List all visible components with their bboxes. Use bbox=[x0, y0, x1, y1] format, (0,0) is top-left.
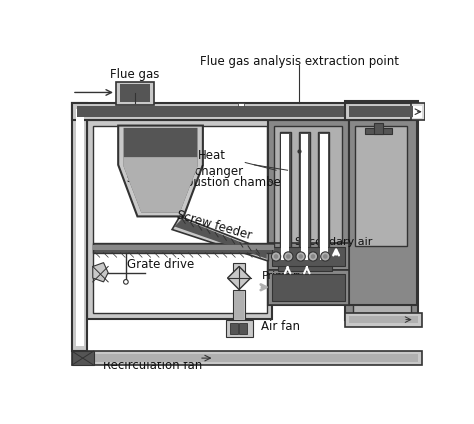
Polygon shape bbox=[93, 262, 108, 282]
Text: Fuel
storage: Fuel storage bbox=[127, 156, 172, 185]
Bar bbox=[355, 126, 407, 245]
Text: Primary
air: Primary air bbox=[262, 271, 305, 293]
Bar bbox=[280, 132, 291, 262]
Circle shape bbox=[296, 252, 305, 261]
Bar bbox=[72, 351, 93, 365]
Bar bbox=[349, 120, 417, 305]
Bar bbox=[301, 134, 309, 260]
Bar bbox=[120, 84, 150, 103]
Bar bbox=[272, 247, 346, 266]
Bar bbox=[235, 291, 244, 319]
Text: Flue gas analysis extraction point: Flue gas analysis extraction point bbox=[200, 55, 399, 68]
Polygon shape bbox=[118, 126, 203, 216]
Text: Screw feeder: Screw feeder bbox=[175, 208, 254, 242]
Circle shape bbox=[321, 252, 330, 261]
Text: Secondary air: Secondary air bbox=[295, 237, 373, 247]
Bar bbox=[319, 132, 329, 262]
Bar bbox=[76, 109, 83, 346]
Bar bbox=[93, 243, 273, 253]
Bar bbox=[76, 354, 419, 362]
Bar bbox=[272, 274, 346, 301]
Bar bbox=[268, 120, 349, 305]
Circle shape bbox=[273, 254, 278, 259]
Circle shape bbox=[272, 252, 281, 261]
Circle shape bbox=[284, 252, 293, 261]
Bar bbox=[346, 103, 419, 120]
Bar bbox=[274, 126, 342, 300]
Bar bbox=[365, 128, 392, 134]
Bar bbox=[374, 123, 383, 134]
Circle shape bbox=[309, 252, 318, 261]
Bar bbox=[299, 132, 310, 262]
Bar bbox=[237, 103, 244, 106]
Polygon shape bbox=[174, 219, 267, 259]
Text: Heat
exchanger: Heat exchanger bbox=[181, 149, 243, 179]
Bar bbox=[239, 324, 247, 334]
Bar bbox=[72, 351, 422, 365]
Bar bbox=[320, 134, 328, 260]
Circle shape bbox=[310, 254, 315, 259]
Bar bbox=[226, 321, 253, 338]
Circle shape bbox=[286, 254, 291, 259]
Bar bbox=[268, 271, 349, 305]
Circle shape bbox=[298, 254, 303, 259]
Polygon shape bbox=[228, 266, 251, 290]
Text: Grate drive: Grate drive bbox=[127, 259, 194, 271]
Bar bbox=[93, 126, 267, 313]
Bar bbox=[346, 312, 422, 326]
Bar bbox=[72, 103, 87, 351]
Bar bbox=[278, 260, 332, 271]
Text: Flue gas
outlet: Flue gas outlet bbox=[110, 68, 160, 97]
Polygon shape bbox=[124, 157, 198, 212]
Bar bbox=[411, 103, 425, 120]
Bar bbox=[230, 324, 237, 334]
Bar bbox=[72, 103, 349, 120]
Bar bbox=[268, 243, 349, 271]
Circle shape bbox=[124, 279, 128, 284]
Text: Combustion chamber: Combustion chamber bbox=[159, 176, 285, 189]
Polygon shape bbox=[172, 216, 268, 261]
Circle shape bbox=[323, 254, 328, 259]
Text: Air fan: Air fan bbox=[261, 320, 300, 333]
Bar bbox=[77, 106, 344, 117]
Bar bbox=[93, 245, 273, 250]
Bar bbox=[353, 109, 411, 312]
Bar bbox=[233, 262, 245, 278]
Polygon shape bbox=[124, 128, 198, 212]
Bar bbox=[413, 106, 422, 118]
Bar bbox=[233, 290, 245, 321]
Bar bbox=[282, 134, 289, 260]
Text: Recirculation fan: Recirculation fan bbox=[103, 359, 202, 371]
Bar bbox=[349, 316, 419, 324]
Bar bbox=[346, 101, 419, 321]
Bar bbox=[87, 120, 272, 319]
Bar bbox=[116, 82, 155, 105]
Bar bbox=[349, 106, 415, 117]
